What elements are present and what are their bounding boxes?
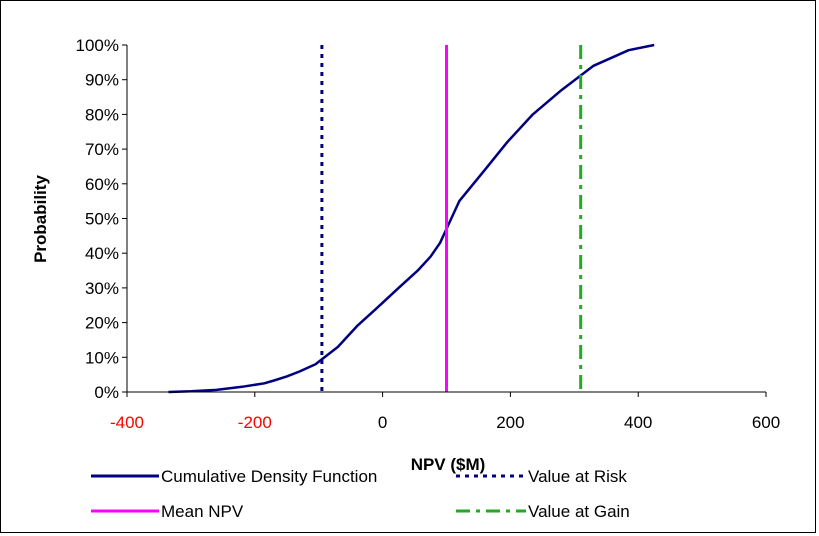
- y-axis-title: Probability: [31, 175, 50, 263]
- y-tick-label: 80%: [85, 105, 119, 124]
- legend-label-mean-npv: Mean NPV: [161, 502, 244, 521]
- x-axis-title: NPV ($M): [411, 455, 486, 474]
- y-tick-label: 10%: [85, 348, 119, 367]
- legend: Cumulative Density Function Value at Risk…: [91, 467, 630, 521]
- x-tick-label: 200: [496, 413, 524, 432]
- series-cumulative-density-function: [168, 43, 655, 394]
- y-tick-label: 0%: [94, 383, 119, 402]
- y-tick-label: 30%: [85, 279, 119, 298]
- y-tick-label: 70%: [85, 140, 119, 159]
- x-tick-label: 0: [378, 413, 387, 432]
- x-tick-label: 600: [752, 413, 780, 432]
- legend-label-value-at-gain: Value at Gain: [528, 502, 630, 521]
- x-tick-label: -400: [110, 413, 144, 432]
- y-tick-label: 90%: [85, 71, 119, 90]
- y-tick-label: 20%: [85, 314, 119, 333]
- legend-label-value-at-risk: Value at Risk: [528, 467, 627, 486]
- legend-label-cumulative-density-function: Cumulative Density Function: [161, 467, 377, 486]
- y-tick-label: 100%: [76, 36, 119, 55]
- plot-area: [168, 43, 655, 394]
- x-tick-label: -200: [238, 413, 272, 432]
- y-tick-label: 50%: [85, 210, 119, 229]
- x-tick-label: 400: [624, 413, 652, 432]
- y-tick-label: 40%: [85, 244, 119, 263]
- y-tick-label: 60%: [85, 175, 119, 194]
- axes: 0% 10% 20% 30% 40% 50% 60% 70% 80% 90% 100% -400 -20…: [76, 36, 781, 432]
